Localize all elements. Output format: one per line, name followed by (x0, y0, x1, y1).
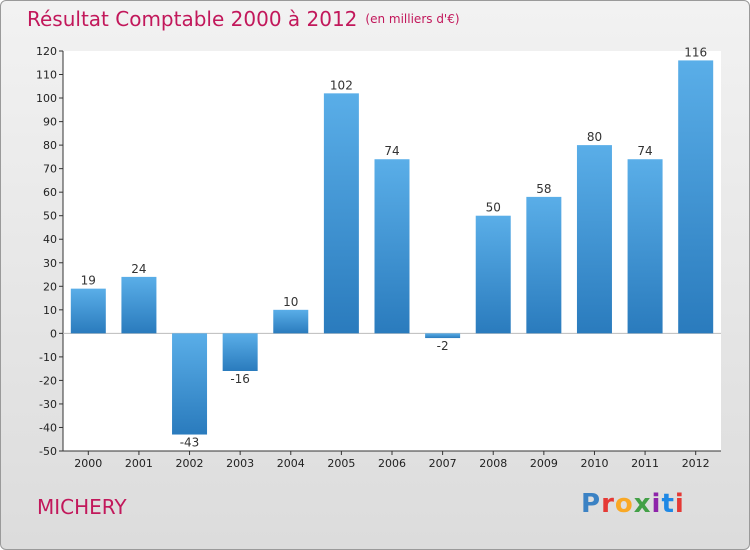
x-tick-label: 2010 (580, 457, 608, 470)
x-tick-label: 2011 (631, 457, 659, 470)
y-tick: 100 (36, 92, 63, 105)
y-tick-label: 60 (43, 186, 57, 199)
y-tick-label: -30 (39, 398, 57, 411)
bar-2005 (324, 93, 359, 333)
data-label-2000: 19 (81, 274, 96, 288)
bar-2006 (375, 159, 410, 333)
x-tick: 2003 (226, 451, 254, 470)
x-tick: 2000 (74, 451, 102, 470)
y-tick-label: 80 (43, 139, 57, 152)
y-tick-label: -20 (39, 374, 57, 387)
bar-chart: -50 -40 -30 -20 -10 0 10 20 30 40 50 60 70 80 90 100 110… (1, 1, 749, 549)
y-tick: 60 (43, 186, 63, 199)
y-tick-label: 30 (43, 257, 57, 270)
x-tick: 2008 (479, 451, 507, 470)
bar-2011 (628, 159, 663, 333)
y-tick: -40 (39, 421, 63, 434)
data-label-2010: 80 (587, 130, 602, 144)
x-tick-label: 2003 (226, 457, 254, 470)
x-tick-label: 2007 (429, 457, 457, 470)
y-tick: 90 (43, 116, 63, 129)
data-label-2001: 24 (131, 262, 146, 276)
data-label-2009: 58 (536, 182, 551, 196)
x-tick-label: 2002 (176, 457, 204, 470)
x-tick: 2010 (580, 451, 608, 470)
bar-2007 (425, 333, 460, 338)
y-tick: 110 (36, 69, 63, 82)
y-tick: 80 (43, 139, 63, 152)
bar-2012 (678, 60, 713, 333)
data-label-2003: -16 (230, 372, 250, 386)
data-label-2002: -43 (180, 436, 200, 450)
y-tick-label: 120 (36, 45, 57, 58)
x-tick-label: 2000 (74, 457, 102, 470)
x-tick-label: 2001 (125, 457, 153, 470)
x-tick-label: 2008 (479, 457, 507, 470)
logo-letter: i (675, 489, 685, 519)
commune-name: MICHERY (37, 495, 127, 519)
bar-2002 (172, 333, 207, 434)
x-tick-label: 2005 (327, 457, 355, 470)
y-tick: 20 (43, 280, 63, 293)
y-tick-label: 70 (43, 163, 57, 176)
y-tick: 50 (43, 210, 63, 223)
y-tick: 120 (36, 45, 63, 58)
y-tick-label: 40 (43, 233, 57, 246)
logo-letter: i (652, 489, 662, 519)
logo-letter: r (601, 489, 615, 519)
y-tick-label: 90 (43, 116, 57, 129)
bar-2000 (71, 289, 106, 334)
logo-letter: P (581, 489, 601, 519)
logo-letter: t (661, 489, 674, 519)
bar-2010 (577, 145, 612, 333)
logo-letter: o (615, 489, 634, 519)
data-label-2008: 50 (486, 201, 501, 215)
bar-2003 (223, 333, 258, 371)
logo-letter: x (634, 489, 652, 519)
y-tick: 0 (50, 327, 63, 340)
bar-2004 (273, 310, 308, 334)
x-tick: 2007 (429, 451, 457, 470)
x-tick: 2004 (277, 451, 305, 470)
y-tick: 70 (43, 163, 63, 176)
y-tick: -20 (39, 374, 63, 387)
y-tick: 40 (43, 233, 63, 246)
data-label-2004: 10 (283, 295, 298, 309)
y-tick-label: 20 (43, 280, 57, 293)
y-tick: -30 (39, 398, 63, 411)
x-tick: 2012 (682, 451, 710, 470)
x-tick-label: 2006 (378, 457, 406, 470)
x-tick-label: 2012 (682, 457, 710, 470)
y-tick-label: 10 (43, 304, 57, 317)
x-tick-label: 2009 (530, 457, 558, 470)
x-tick: 2001 (125, 451, 153, 470)
y-tick-label: -50 (39, 445, 57, 458)
x-tick: 2011 (631, 451, 659, 470)
bar-2009 (526, 197, 561, 333)
data-label-2006: 74 (384, 144, 399, 158)
y-tick-label: 100 (36, 92, 57, 105)
data-label-2012: 116 (684, 45, 707, 59)
proxiti-logo[interactable]: Proxiti (581, 489, 685, 519)
y-tick: 30 (43, 257, 63, 270)
bar-2001 (121, 277, 156, 333)
y-tick: 10 (43, 304, 63, 317)
x-tick: 2002 (176, 451, 204, 470)
x-tick: 2005 (327, 451, 355, 470)
data-label-2007: -2 (437, 339, 449, 353)
x-tick: 2009 (530, 451, 558, 470)
data-label-2005: 102 (330, 78, 353, 92)
y-tick: -10 (39, 351, 63, 364)
y-tick-label: 110 (36, 69, 57, 82)
data-label-2011: 74 (637, 144, 652, 158)
chart-frame: Résultat Comptable 2000 à 2012 (en millie… (0, 0, 750, 550)
x-tick-label: 2004 (277, 457, 305, 470)
y-tick-label: 50 (43, 210, 57, 223)
y-tick-label: 0 (50, 327, 57, 340)
y-tick: -50 (39, 445, 63, 458)
x-tick: 2006 (378, 451, 406, 470)
y-tick-label: -40 (39, 421, 57, 434)
bar-2008 (476, 216, 511, 334)
y-tick-label: -10 (39, 351, 57, 364)
